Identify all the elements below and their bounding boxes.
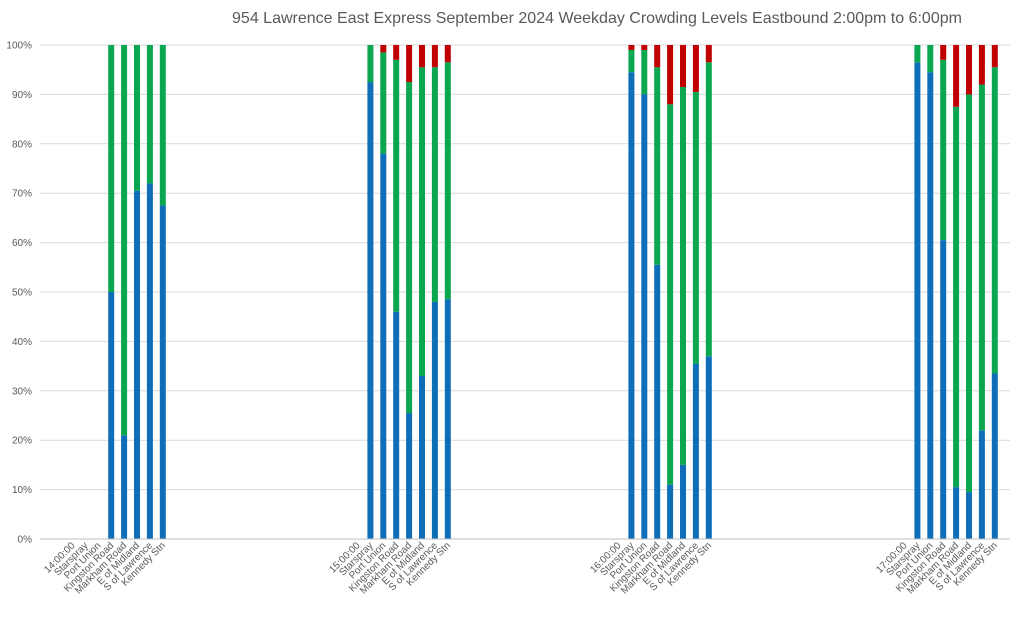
bar-segment-1 xyxy=(419,375,425,539)
y-tick-label: 100% xyxy=(6,41,32,52)
bar-segment-1 xyxy=(654,264,661,539)
bar-segment-1 xyxy=(406,413,413,539)
bar-segment-3 xyxy=(953,45,960,107)
bar-segment-3 xyxy=(419,45,425,68)
bar-segment-1 xyxy=(705,356,712,539)
bar-segment-3 xyxy=(444,45,451,63)
bar-segment-2 xyxy=(654,67,661,265)
chart-title: 954 Lawrence East Express September 2024… xyxy=(232,10,962,27)
bar-segment-2 xyxy=(978,84,985,431)
bar-segment-2 xyxy=(393,59,400,312)
bar-segment-2 xyxy=(134,45,140,191)
y-tick-label: 60% xyxy=(12,238,32,249)
bar-segment-3 xyxy=(393,45,400,60)
y-axis-ticks: 0% 10% 20% 30% 40% 50% 60% 70% 80% 90% 100% xyxy=(6,41,32,546)
bar-segment-3 xyxy=(431,45,438,68)
bar-segment-3 xyxy=(667,45,674,105)
bar-segment-1 xyxy=(966,492,972,539)
bar-segment-3 xyxy=(940,45,947,60)
bar-segment-2 xyxy=(108,45,115,292)
bar-segment-3 xyxy=(680,45,686,87)
bar-segment-3 xyxy=(641,45,648,50)
y-tick-label: 70% xyxy=(12,189,32,200)
bar-segment-2 xyxy=(705,62,712,357)
y-tick-label: 80% xyxy=(12,139,32,150)
bar-segment-1 xyxy=(431,301,438,539)
bar-segment-2 xyxy=(406,82,413,414)
y-tick-label: 10% xyxy=(12,485,32,496)
bar-segment-2 xyxy=(628,49,635,73)
bar-segment-2 xyxy=(966,94,972,493)
bar-segment-2 xyxy=(991,67,998,374)
bar-segment-3 xyxy=(654,45,661,68)
y-tick-label: 50% xyxy=(12,288,32,299)
bar-segment-2 xyxy=(680,86,686,465)
bar-segment-1 xyxy=(444,299,451,539)
bar-segment-1 xyxy=(159,205,166,540)
y-tick-label: 30% xyxy=(12,386,32,397)
bar-segment-2 xyxy=(146,45,153,184)
bar-segment-2 xyxy=(121,45,128,436)
bar-segment-2 xyxy=(367,45,374,83)
bar-segment-1 xyxy=(991,373,998,539)
bar-segment-1 xyxy=(667,484,674,539)
bar-segment-1 xyxy=(641,94,648,540)
bar-segment-2 xyxy=(692,91,699,364)
bar-segment-2 xyxy=(953,106,960,488)
bar-segment-3 xyxy=(705,45,712,63)
bar-segment-1 xyxy=(146,183,153,539)
bar-segment-1 xyxy=(978,430,985,539)
bar-segment-3 xyxy=(991,45,998,68)
bar-segment-1 xyxy=(367,82,374,540)
bar-segment-3 xyxy=(978,45,985,85)
bar-segment-1 xyxy=(380,153,387,539)
bar-segment-1 xyxy=(914,62,921,539)
bar-segment-1 xyxy=(108,292,115,539)
gridlines xyxy=(40,44,1010,491)
bar-segment-2 xyxy=(444,62,451,300)
bar-segment-2 xyxy=(940,59,947,241)
bar-segment-2 xyxy=(380,52,387,154)
bar-segment-2 xyxy=(431,67,438,302)
bars xyxy=(108,45,998,540)
bar-segment-1 xyxy=(927,72,934,540)
bar-segment-3 xyxy=(628,45,635,50)
bar-segment-1 xyxy=(680,464,686,539)
y-tick-label: 90% xyxy=(12,90,32,101)
bar-segment-3 xyxy=(966,45,972,95)
bar-segment-3 xyxy=(692,45,699,92)
bar-segment-1 xyxy=(953,487,960,539)
bar-segment-1 xyxy=(628,72,635,540)
y-tick-label: 0% xyxy=(18,535,33,546)
bar-segment-1 xyxy=(134,190,140,540)
y-tick-label: 40% xyxy=(12,337,32,348)
bar-segment-3 xyxy=(406,45,413,83)
bar-segment-1 xyxy=(393,311,400,539)
bar-segment-2 xyxy=(159,45,166,206)
bar-segment-2 xyxy=(927,45,934,73)
bar-segment-2 xyxy=(914,45,921,63)
bar-segment-1 xyxy=(121,435,128,539)
bar-segment-2 xyxy=(641,49,648,95)
bar-segment-2 xyxy=(419,67,425,376)
bar-segment-1 xyxy=(692,363,699,539)
bar-segment-2 xyxy=(667,104,674,485)
y-tick-label: 20% xyxy=(12,436,32,447)
bar-segment-1 xyxy=(940,240,947,539)
bar-segment-3 xyxy=(380,45,387,53)
